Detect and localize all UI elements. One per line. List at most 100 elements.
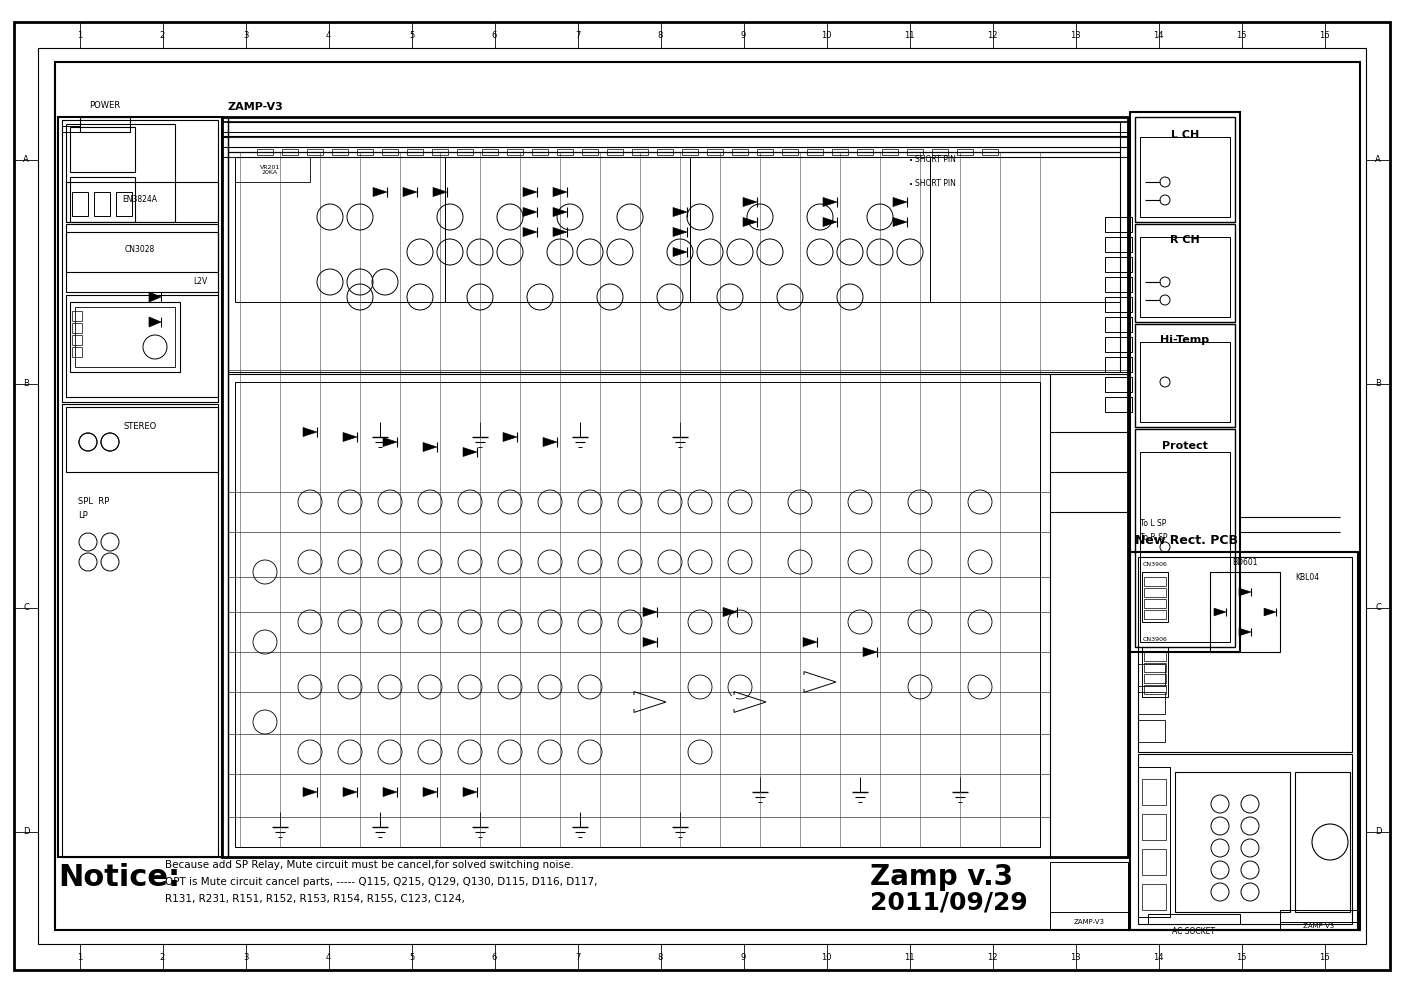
Text: CN3906: CN3906 <box>1143 637 1168 642</box>
Polygon shape <box>503 433 517 441</box>
Polygon shape <box>673 227 687 236</box>
Text: 15: 15 <box>1237 952 1247 961</box>
Bar <box>682 149 698 155</box>
Text: 14: 14 <box>1153 952 1164 961</box>
Bar <box>445 157 689 302</box>
Text: POWER: POWER <box>90 101 121 110</box>
Text: SPL  RP: SPL RP <box>79 498 110 507</box>
Bar <box>234 157 310 182</box>
Bar <box>74 307 176 367</box>
Text: SHORT PIN: SHORT PIN <box>915 180 956 188</box>
Text: 16: 16 <box>1320 31 1330 40</box>
Text: 9: 9 <box>741 952 746 961</box>
Text: 5: 5 <box>409 31 414 40</box>
Polygon shape <box>463 447 477 456</box>
Text: 12: 12 <box>987 31 998 40</box>
Bar <box>632 149 649 155</box>
Polygon shape <box>383 788 397 797</box>
Text: 7: 7 <box>574 952 580 961</box>
Bar <box>72 192 88 216</box>
Bar <box>1105 357 1132 372</box>
Bar <box>958 149 973 155</box>
Bar <box>1140 452 1230 642</box>
Bar <box>72 335 81 345</box>
Bar <box>66 124 176 222</box>
Text: To R SP: To R SP <box>1140 533 1168 542</box>
Bar <box>1134 117 1236 222</box>
Text: C: C <box>1375 603 1382 612</box>
Polygon shape <box>823 217 837 226</box>
Bar <box>66 407 218 472</box>
Bar <box>689 157 929 302</box>
Bar <box>1144 663 1165 672</box>
Text: 10: 10 <box>821 952 831 961</box>
Polygon shape <box>373 187 388 196</box>
Bar <box>1210 572 1280 652</box>
Bar <box>1144 674 1165 683</box>
Bar <box>227 122 1120 152</box>
Bar <box>757 149 774 155</box>
Bar <box>1144 685 1165 694</box>
Text: ZAMP V3: ZAMP V3 <box>1303 923 1335 929</box>
Bar <box>907 149 922 155</box>
Polygon shape <box>524 227 536 236</box>
Bar <box>532 149 548 155</box>
Polygon shape <box>1238 628 1251 636</box>
Bar <box>932 149 948 155</box>
Text: R131, R231, R151, R152, R153, R154, R155, C123, C124,: R131, R231, R151, R152, R153, R154, R155… <box>166 894 465 904</box>
Bar <box>1141 647 1168 697</box>
Text: To L SP: To L SP <box>1140 520 1167 529</box>
Bar <box>632 694 636 709</box>
Text: CN3906: CN3906 <box>1143 562 1168 567</box>
Text: 3: 3 <box>243 31 249 40</box>
Bar <box>222 117 1127 857</box>
Bar <box>117 192 132 216</box>
Polygon shape <box>303 788 317 797</box>
Text: EN3824A: EN3824A <box>122 195 157 204</box>
Bar <box>607 149 623 155</box>
Polygon shape <box>723 607 737 617</box>
Bar <box>1140 342 1230 422</box>
Bar <box>929 157 1120 302</box>
Bar <box>1105 397 1132 412</box>
Text: CN3028: CN3028 <box>125 245 154 255</box>
Bar <box>70 127 135 172</box>
Bar <box>807 149 823 155</box>
Bar <box>482 149 498 155</box>
Bar <box>234 157 445 302</box>
Polygon shape <box>643 638 657 647</box>
Bar <box>1141 884 1165 910</box>
Polygon shape <box>343 433 357 441</box>
Text: 6: 6 <box>491 31 497 40</box>
Text: R CH: R CH <box>1170 235 1200 245</box>
Text: 9: 9 <box>741 31 746 40</box>
Text: 13: 13 <box>1070 952 1081 961</box>
Bar <box>1141 814 1165 840</box>
Polygon shape <box>673 247 687 257</box>
Polygon shape <box>643 607 657 617</box>
Bar <box>782 149 797 155</box>
Bar <box>583 149 598 155</box>
Bar <box>234 382 1040 847</box>
Bar <box>557 149 573 155</box>
Bar <box>282 149 298 155</box>
Text: D: D <box>1375 827 1382 836</box>
Text: A: A <box>1375 156 1382 165</box>
Text: 2: 2 <box>160 952 166 961</box>
Bar <box>856 149 873 155</box>
Text: 1: 1 <box>77 31 81 40</box>
Text: B: B <box>1375 380 1382 389</box>
Text: ZAMP-V3: ZAMP-V3 <box>1074 919 1105 925</box>
Text: LP: LP <box>79 511 87 520</box>
Bar <box>1139 767 1170 917</box>
Bar <box>72 311 81 321</box>
Text: D: D <box>22 827 29 836</box>
Polygon shape <box>553 187 567 196</box>
Bar <box>657 149 673 155</box>
Text: A: A <box>22 156 29 165</box>
Bar <box>62 404 218 857</box>
Polygon shape <box>423 442 437 451</box>
Polygon shape <box>303 428 317 436</box>
Text: C: C <box>22 603 29 612</box>
Bar <box>1130 112 1240 652</box>
